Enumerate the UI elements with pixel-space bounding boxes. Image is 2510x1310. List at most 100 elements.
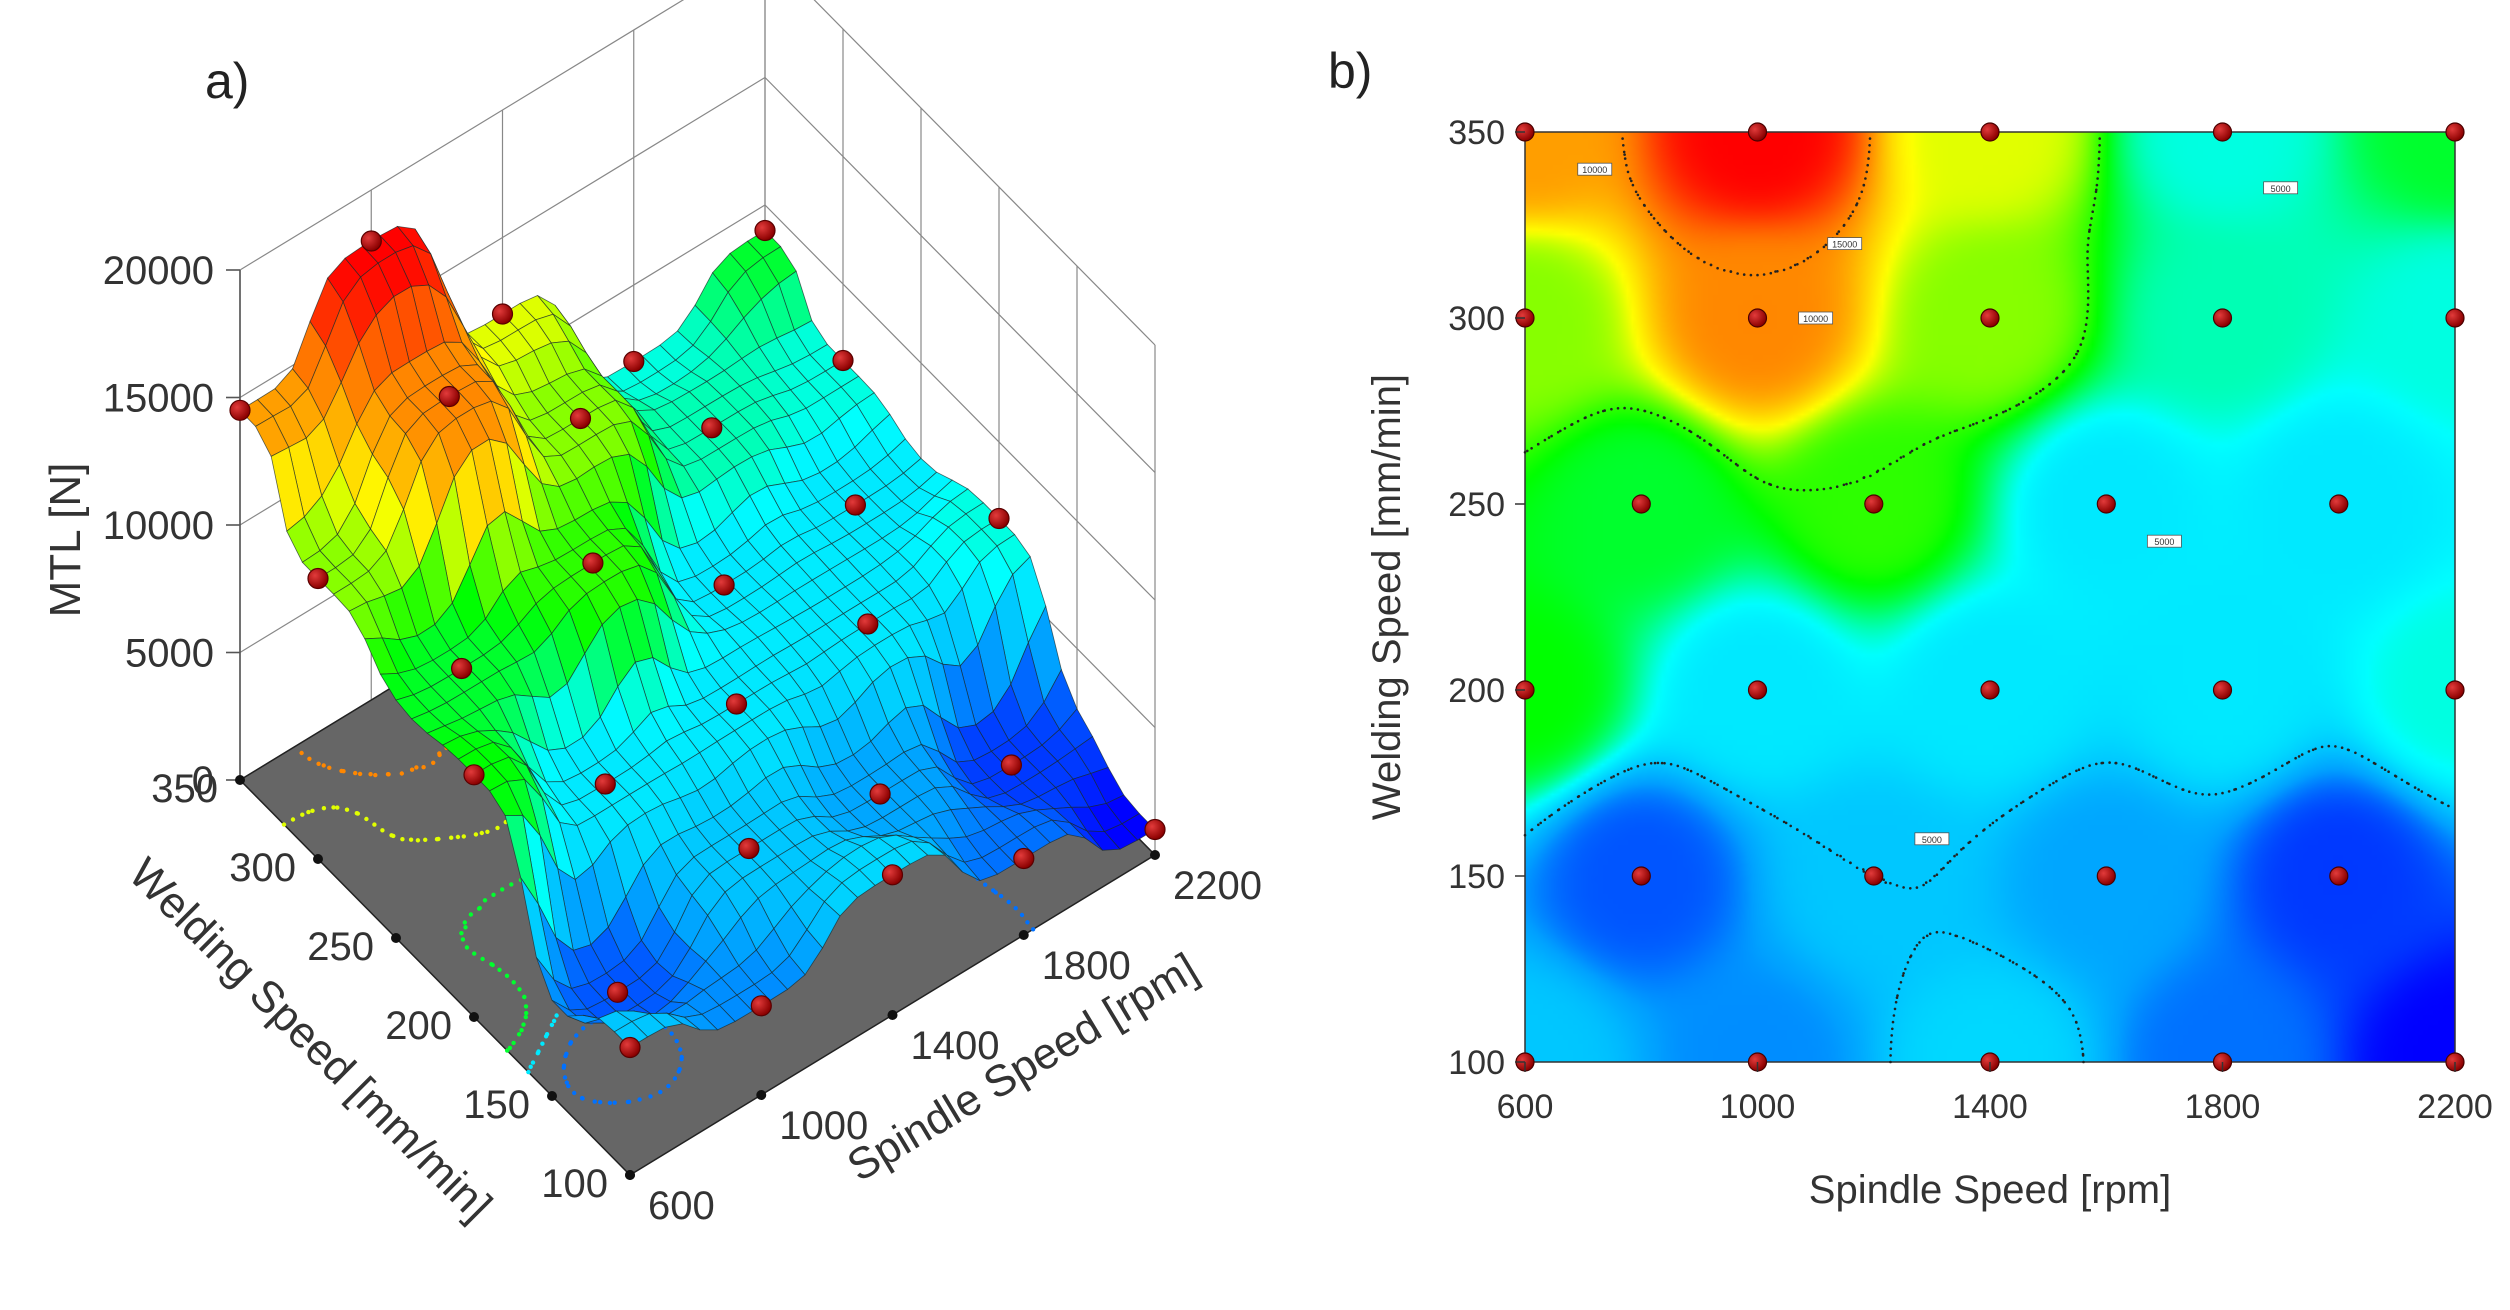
contour-point	[1894, 1000, 1898, 1004]
contour-plot-panel: b) 5000 5000 10000 15000 5000 10000 600 1000 14…	[1328, 43, 2493, 1212]
x-tick-label-2d: 2200	[2417, 1088, 2493, 1126]
floor-contour-dot	[607, 1100, 613, 1106]
floor-contour-dot	[528, 1064, 533, 1070]
contour-label-box	[2146, 534, 2182, 548]
contour-point	[1909, 451, 1912, 454]
floor-contour-dot	[391, 833, 396, 839]
floor-contour-dot	[983, 882, 988, 887]
contour-point	[1599, 781, 1603, 785]
contour-point	[1869, 474, 1872, 478]
contour-point	[1936, 436, 1940, 439]
contour-point	[1991, 821, 1995, 825]
contour-point	[2166, 781, 2169, 785]
contour-point	[1867, 150, 1871, 154]
contour-point	[1940, 868, 1943, 871]
contour-point	[2057, 994, 2061, 997]
contour-point	[1962, 936, 1965, 940]
contour-point	[1622, 150, 1626, 154]
contour-point	[1559, 429, 1562, 433]
contour-point	[1577, 795, 1581, 798]
y-tick-label-2d: 350	[1448, 114, 1505, 152]
contour-point	[1842, 858, 1846, 861]
contour-point	[2048, 783, 2052, 787]
contour-point	[1928, 879, 1932, 882]
contour-point	[1955, 853, 1959, 856]
contour-point	[2091, 210, 2094, 213]
contour-point	[2068, 1007, 2071, 1011]
contour-point	[1570, 799, 1573, 803]
contour-point	[1636, 193, 1640, 197]
contour-point	[2068, 772, 2071, 776]
contour-point	[1816, 488, 1819, 492]
y-tick-label-3d: 250	[307, 925, 374, 969]
contour-point	[1754, 476, 1757, 479]
contour-point	[2088, 228, 2091, 232]
contour-point	[2029, 396, 2032, 400]
contour-point	[2393, 774, 2397, 778]
floor-contour-dot	[509, 882, 514, 887]
contour-point	[2262, 775, 2265, 778]
contour-point	[1776, 485, 1779, 489]
floor-contour-dot	[1019, 912, 1025, 918]
design-point-2d	[1980, 122, 2000, 142]
floor-contour-dot	[679, 1054, 684, 1060]
contour-point	[1824, 243, 1828, 247]
x-tick-mark-3d	[756, 1090, 767, 1100]
design-point-2d	[1747, 308, 1768, 328]
floor-contour-dot	[449, 835, 454, 840]
floor-contour-dot	[669, 1031, 674, 1036]
z-axis-label: MTL [N]	[41, 463, 90, 618]
design-point-2d	[1864, 494, 1884, 514]
contour-point	[2097, 163, 2100, 167]
contour-point	[1806, 256, 1810, 260]
floor-contour-dot	[459, 931, 464, 936]
contour-point	[2081, 1052, 2085, 1056]
z-tick-label: 0	[192, 759, 214, 803]
contour-point	[1946, 861, 1950, 864]
contour-point	[1807, 834, 1810, 838]
contour-point	[2254, 779, 2257, 782]
contour-point	[1686, 768, 1689, 771]
contour-point	[2086, 243, 2090, 247]
contour-point	[1630, 767, 1633, 770]
floor-contour-dot	[562, 1075, 568, 1080]
floor-contour-dot	[524, 1010, 529, 1016]
contour-point	[1822, 845, 1826, 848]
floor-contour-dot	[414, 765, 419, 770]
contour-point	[1925, 934, 1929, 938]
contour-point	[1696, 772, 1699, 776]
y-tick-label-3d: 350	[151, 767, 218, 811]
contour-point	[2154, 776, 2158, 779]
design-point-3d	[491, 303, 514, 325]
contour-point	[1904, 967, 1907, 971]
contour-point	[2128, 764, 2131, 768]
contour-point	[1897, 987, 1901, 991]
contour-point	[1769, 813, 1773, 816]
floor-contour-dot	[354, 811, 359, 816]
contour-point	[1756, 477, 1759, 481]
design-point-3d	[844, 494, 867, 516]
floor-contour-dot	[431, 760, 436, 765]
contour-point	[2048, 382, 2052, 386]
contour-point	[1988, 948, 1992, 952]
contour-point	[1968, 939, 1972, 943]
contour-point	[1643, 409, 1646, 413]
y-tick-mark-3d	[469, 1012, 479, 1022]
design-point-2d	[2096, 494, 2116, 514]
contour-point	[1915, 447, 1919, 451]
contour-label-text: 10000	[1803, 314, 1828, 324]
floor-contour-dot	[500, 887, 505, 892]
floor-contour-dot	[998, 893, 1004, 899]
contour-point	[1895, 884, 1899, 887]
contour-point	[1703, 260, 1706, 264]
contour-point	[2096, 170, 2100, 174]
floor-contour-dot	[460, 937, 466, 942]
contour-point	[1736, 464, 1739, 467]
floor-contour-dot	[399, 771, 404, 776]
contour-point	[1960, 848, 1963, 851]
contour-point	[1889, 881, 1892, 885]
contour-point	[2086, 250, 2089, 253]
contour-point	[1656, 414, 1660, 417]
contour-point	[2030, 795, 2033, 798]
